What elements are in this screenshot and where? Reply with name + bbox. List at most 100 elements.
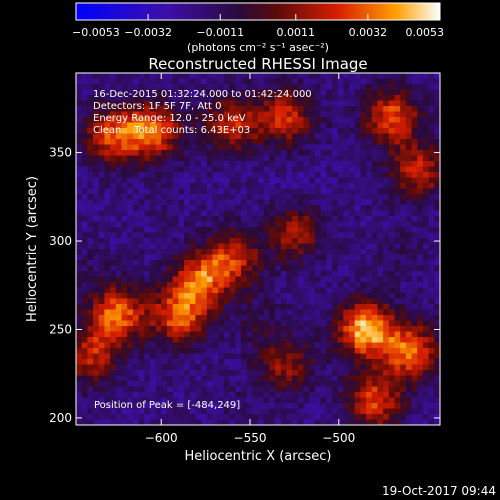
heatmap-cell <box>297 326 304 332</box>
heatmap-cell <box>371 271 378 277</box>
heatmap-cell <box>212 111 219 118</box>
heatmap-cell <box>326 84 333 90</box>
heatmap-cell <box>127 188 134 195</box>
heatmap-cell <box>405 320 412 327</box>
heatmap-cell <box>326 166 333 173</box>
heatmap-cell <box>411 309 418 316</box>
heatmap-cell <box>258 254 265 261</box>
heatmap-cell <box>98 337 105 343</box>
heatmap-cell <box>155 370 162 376</box>
heatmap-cell <box>349 210 356 217</box>
heatmap-cell <box>349 216 356 222</box>
heatmap-cell <box>371 403 378 409</box>
heatmap-cell <box>132 133 139 140</box>
heatmap-cell <box>246 276 253 283</box>
heatmap-cell <box>400 331 407 338</box>
heatmap-cell <box>132 397 139 404</box>
heatmap-cell <box>388 403 395 409</box>
heatmap-cell <box>115 243 122 250</box>
heatmap-cell <box>411 353 418 360</box>
heatmap-cell <box>400 89 407 96</box>
heatmap-cell <box>206 282 213 288</box>
heatmap-cell <box>189 298 196 305</box>
heatmap-cell <box>411 89 418 96</box>
heatmap-cell <box>405 331 412 338</box>
heatmap-cell <box>167 243 174 250</box>
heatmap-cell <box>235 128 242 134</box>
heatmap-cell <box>104 337 111 343</box>
heatmap-cell <box>240 227 248 233</box>
heatmap-cell <box>167 139 174 145</box>
heatmap-cell <box>405 287 412 294</box>
heatmap-cell <box>144 243 151 250</box>
heatmap-cell <box>172 276 179 283</box>
heatmap-cell <box>201 287 208 294</box>
heatmap-cell <box>280 282 287 288</box>
heatmap-cell <box>76 293 83 299</box>
heatmap-cell <box>286 414 293 420</box>
heatmap-cell <box>121 414 128 420</box>
heatmap-cell <box>349 166 356 173</box>
heatmap-cell <box>246 139 253 145</box>
heatmap-cell <box>422 95 430 101</box>
heatmap-cell <box>297 403 304 409</box>
heatmap-cell <box>252 161 259 167</box>
heatmap-cell <box>258 100 265 107</box>
heatmap-cell <box>167 194 174 200</box>
heatmap-cell <box>201 166 208 173</box>
heatmap-cell <box>286 309 293 316</box>
heatmap-cell <box>337 122 344 129</box>
heatmap-cell <box>218 419 225 426</box>
heatmap-cell <box>349 353 356 360</box>
heatmap-cell <box>87 419 94 426</box>
heatmap-cell <box>263 254 270 261</box>
heatmap-cell <box>229 403 236 409</box>
heatmap-cell <box>246 381 253 387</box>
heatmap-cell <box>297 287 304 294</box>
heatmap-cell <box>184 199 191 206</box>
heatmap-cell <box>149 414 157 420</box>
heatmap-cell <box>195 177 202 184</box>
heatmap-cell <box>110 403 117 409</box>
heatmap-cell <box>167 73 174 79</box>
heatmap-cell <box>178 117 185 123</box>
heatmap-cell <box>309 117 316 123</box>
heatmap-cell <box>223 326 230 332</box>
heatmap-cell <box>286 166 293 173</box>
heatmap-cell <box>223 177 230 184</box>
heatmap-cell <box>206 78 213 85</box>
heatmap-cell <box>246 100 253 107</box>
heatmap-cell <box>178 392 185 398</box>
heatmap-cell <box>167 210 174 217</box>
heatmap-cell <box>195 84 202 90</box>
heatmap-cell <box>201 139 208 145</box>
heatmap-cell <box>167 106 174 112</box>
heatmap-cell <box>400 177 407 184</box>
heatmap-cell <box>235 177 242 184</box>
heatmap-cell <box>184 359 191 365</box>
heatmap-cell <box>258 408 265 415</box>
heatmap-cell <box>93 78 100 85</box>
heatmap-cell <box>326 161 333 167</box>
heatmap-cell <box>246 95 253 101</box>
heatmap-cell <box>297 282 304 288</box>
heatmap-cell <box>189 139 196 145</box>
heatmap-cell <box>104 359 111 365</box>
heatmap-cell <box>292 337 299 343</box>
heatmap-cell <box>422 403 430 409</box>
heatmap-cell <box>172 271 179 277</box>
heatmap-cell <box>132 309 139 316</box>
heatmap-cell <box>127 210 134 217</box>
heatmap-cell <box>167 128 174 134</box>
heatmap-cell <box>138 381 145 387</box>
heatmap-cell <box>76 199 83 206</box>
heatmap-cell <box>155 210 162 217</box>
heatmap-cell <box>405 326 412 332</box>
heatmap-cell <box>235 183 242 189</box>
heatmap-cell <box>246 243 253 250</box>
heatmap-cell <box>121 111 128 118</box>
heatmap-cell <box>110 78 117 85</box>
heatmap-cell <box>354 271 361 277</box>
heatmap-cell <box>326 73 333 79</box>
heatmap-cell <box>286 304 293 310</box>
